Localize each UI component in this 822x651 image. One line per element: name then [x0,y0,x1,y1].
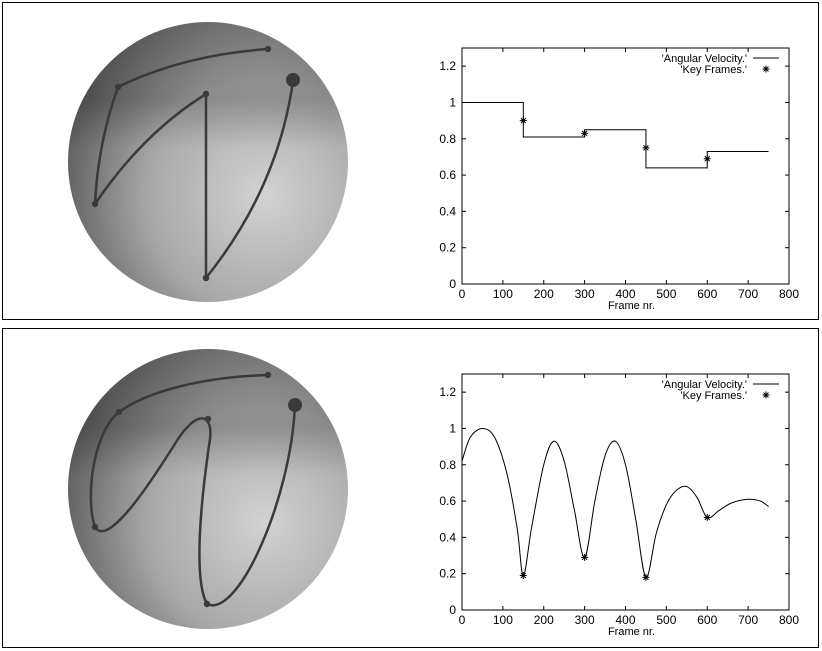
current-position-dot [288,398,302,412]
sphere-illustration [68,349,348,629]
panel-smooth-velocity: 0 100 200 300 400 500 600 700 800 0 0.2 0.4 0.6 0.8 1 1… [2,328,819,648]
y-tick-label: 0.6 [439,168,456,182]
x-tick-label: 0 [459,613,466,627]
x-tick-label: 400 [615,613,635,627]
angular-velocity-chart-step: 0 100 200 300 400 500 600 700 800 0 0.2 0.4 0.6 0.8 1 1… [439,47,799,312]
x-tick-label: 600 [697,613,717,627]
y-tick-label: 1 [449,421,456,435]
key-frame-marker [642,144,650,152]
keyframe-dot [203,600,211,608]
series-line-angular-velocity [461,427,769,578]
y-tick-label: 1.2 [439,59,456,73]
key-frame-marker [703,155,711,163]
keyframe-dot [91,200,99,208]
x-tick-label: 500 [656,287,676,301]
keyframe-dot [264,371,272,379]
x-tick-label: 800 [779,613,799,627]
x-tick-label: 600 [697,287,717,301]
panel-step-velocity: 0 100 200 300 400 500 600 700 800 0 0.2 0.4 0.6 0.8 1 1… [2,2,819,320]
keyframe-dot [115,408,123,416]
keyframe-dot [114,83,122,91]
y-tick-label: 0.6 [439,494,456,508]
x-tick-label: 700 [738,613,758,627]
x-tick-label: 500 [656,613,676,627]
key-frame-marker [519,572,527,580]
x-tick-label: 100 [493,613,513,627]
current-position-dot [286,73,300,87]
x-tick-label: 300 [575,613,595,627]
key-frame-marker [703,513,711,521]
x-axis-label: Frame nr. [608,626,655,638]
keyframe-dot [202,274,210,282]
x-tick-label: 100 [493,287,513,301]
y-tick-label: 0.8 [439,132,456,146]
y-tick-label: 0.8 [439,458,456,472]
legend-label-angular-velocity: 'Angular Velocity.' [662,53,747,65]
x-tick-label: 200 [534,287,554,301]
keyframe-path [93,47,295,279]
legend-label-key-frames: 'Key Frames.' [680,64,747,76]
y-tick-label: 1 [449,95,456,109]
key-frame-marker [642,573,650,581]
key-frame-marker [581,553,589,561]
y-tick-label: 0.4 [439,204,456,218]
key-frame-marker [581,129,589,137]
legend-label-angular-velocity: 'Angular Velocity.' [662,379,747,391]
path-segment [93,92,207,205]
angular-velocity-chart-smooth: 0 100 200 300 400 500 600 700 800 0 0.2 0.4 0.6 0.8 1 1… [439,373,799,638]
y-tick-label: 0 [449,603,456,617]
plot-frame [461,47,790,285]
sphere-illustration [68,22,348,302]
y-tick-label: 0 [449,277,456,291]
y-tick-label: 0.4 [439,530,456,544]
legend-label-key-frames: 'Key Frames.' [680,390,747,402]
keyframe-dot [91,523,99,531]
sphere-shading [68,349,348,629]
keyframe-points [91,45,300,282]
sphere-shading [68,22,348,302]
path-segment [205,80,295,279]
legend-swatch-marker [762,391,770,399]
x-tick-label: 0 [459,287,466,301]
x-tick-label: 300 [575,287,595,301]
x-tick-label: 700 [738,287,758,301]
keyframe-dot [204,415,212,423]
path-segment [117,47,269,89]
y-tick-label: 0.2 [439,567,456,581]
y-tick-label: 1.2 [439,385,456,399]
keyframe-points [91,371,302,608]
x-tick-label: 200 [534,613,554,627]
x-tick-label: 400 [615,287,635,301]
y-tick-label: 0.2 [439,241,456,255]
path-segment [93,86,120,205]
legend-swatch-marker [762,65,770,73]
series-line-angular-velocity [462,101,769,169]
x-tick-label: 800 [779,287,799,301]
keyframe-dot [202,90,210,98]
keyframe-dot [264,45,272,53]
key-frame-marker [519,117,527,125]
x-axis-label: Frame nr. [608,300,655,312]
